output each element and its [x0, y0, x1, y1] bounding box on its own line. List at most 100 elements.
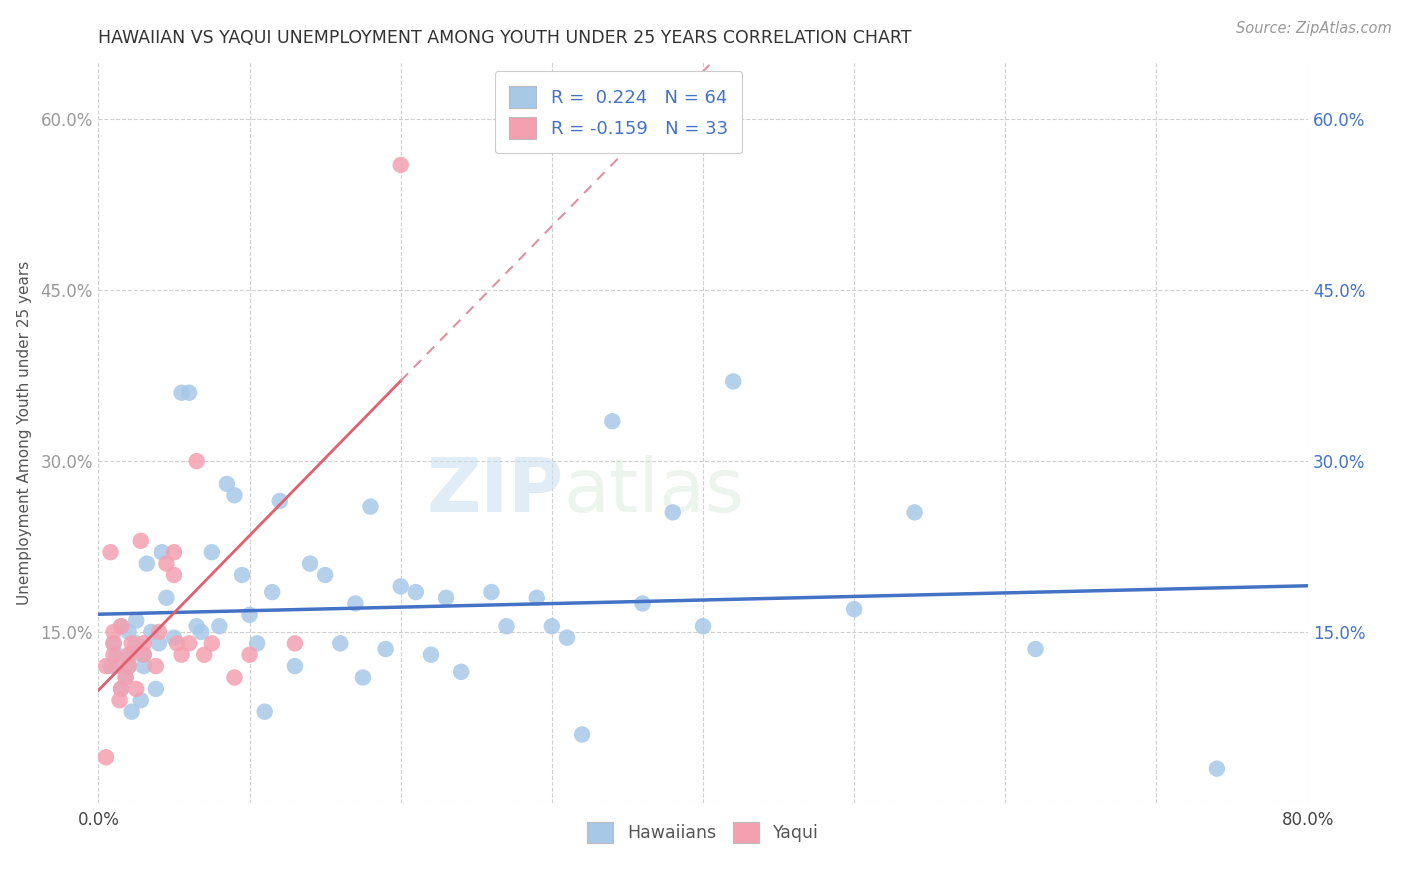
Point — [110, 681, 132, 696]
Point — [125, 614, 148, 628]
Point — [125, 636, 148, 650]
Point — [132, 659, 155, 673]
Point — [118, 659, 141, 673]
Point — [155, 557, 177, 571]
Point — [352, 671, 374, 685]
Point — [103, 636, 125, 650]
Point — [105, 659, 128, 673]
Point — [284, 659, 307, 673]
Point — [374, 642, 396, 657]
Point — [110, 619, 132, 633]
Point — [481, 585, 503, 599]
Point — [166, 636, 188, 650]
Point — [163, 545, 186, 559]
Point — [129, 533, 152, 548]
Point — [150, 545, 173, 559]
Point — [602, 414, 624, 428]
Point — [110, 681, 132, 696]
Point — [100, 659, 122, 673]
Point — [661, 505, 683, 519]
Point — [100, 545, 122, 559]
Point — [269, 494, 291, 508]
Point — [540, 619, 562, 633]
Text: Source: ZipAtlas.com: Source: ZipAtlas.com — [1236, 21, 1392, 36]
Point — [495, 619, 517, 633]
Point — [163, 631, 186, 645]
Point — [163, 568, 186, 582]
Point — [118, 659, 141, 673]
Point — [105, 648, 128, 662]
Point — [314, 568, 336, 582]
Point — [215, 476, 238, 491]
Point — [179, 385, 201, 400]
Point — [284, 636, 307, 650]
Point — [193, 648, 215, 662]
Point — [121, 705, 143, 719]
Point — [125, 681, 148, 696]
Legend: Hawaiians, Yaqui: Hawaiians, Yaqui — [579, 814, 827, 850]
Point — [224, 671, 246, 685]
Point — [135, 557, 157, 571]
Point — [571, 727, 593, 741]
Point — [262, 585, 284, 599]
Point — [1024, 642, 1046, 657]
Point — [118, 648, 141, 662]
Point — [155, 591, 177, 605]
Point — [108, 693, 131, 707]
Text: HAWAIIAN VS YAQUI UNEMPLOYMENT AMONG YOUTH UNDER 25 YEARS CORRELATION CHART: HAWAIIAN VS YAQUI UNEMPLOYMENT AMONG YOU… — [98, 29, 912, 47]
Point — [450, 665, 472, 679]
Point — [526, 591, 548, 605]
Point — [132, 648, 155, 662]
Point — [360, 500, 382, 514]
Point — [224, 488, 246, 502]
Point — [132, 636, 155, 650]
Point — [434, 591, 457, 605]
Point — [201, 636, 224, 650]
Point — [253, 705, 276, 719]
Point — [420, 648, 443, 662]
Point — [132, 648, 155, 662]
Point — [405, 585, 427, 599]
Point — [145, 681, 167, 696]
Point — [208, 619, 231, 633]
Point — [170, 385, 193, 400]
Point — [94, 659, 117, 673]
Point — [844, 602, 866, 616]
Point — [1206, 762, 1229, 776]
Text: ZIP: ZIP — [426, 455, 564, 528]
Point — [170, 648, 193, 662]
Point — [179, 636, 201, 650]
Point — [118, 624, 141, 639]
Point — [186, 619, 208, 633]
Point — [103, 636, 125, 650]
Point — [190, 624, 212, 639]
Point — [239, 607, 262, 622]
Point — [148, 636, 170, 650]
Point — [389, 158, 412, 172]
Point — [723, 375, 745, 389]
Point — [114, 671, 136, 685]
Point — [239, 648, 262, 662]
Point — [389, 579, 412, 593]
Point — [103, 624, 125, 639]
Point — [344, 597, 367, 611]
Point — [145, 659, 167, 673]
Y-axis label: Unemployment Among Youth under 25 years: Unemployment Among Youth under 25 years — [17, 260, 32, 605]
Point — [121, 636, 143, 650]
Point — [692, 619, 714, 633]
Point — [186, 454, 208, 468]
Point — [114, 671, 136, 685]
Point — [631, 597, 654, 611]
Point — [148, 624, 170, 639]
Point — [329, 636, 352, 650]
Point — [94, 750, 117, 764]
Point — [129, 693, 152, 707]
Point — [201, 545, 224, 559]
Point — [121, 648, 143, 662]
Point — [246, 636, 269, 650]
Point — [299, 557, 322, 571]
Point — [141, 624, 163, 639]
Point — [904, 505, 927, 519]
Point — [231, 568, 253, 582]
Point — [110, 619, 132, 633]
